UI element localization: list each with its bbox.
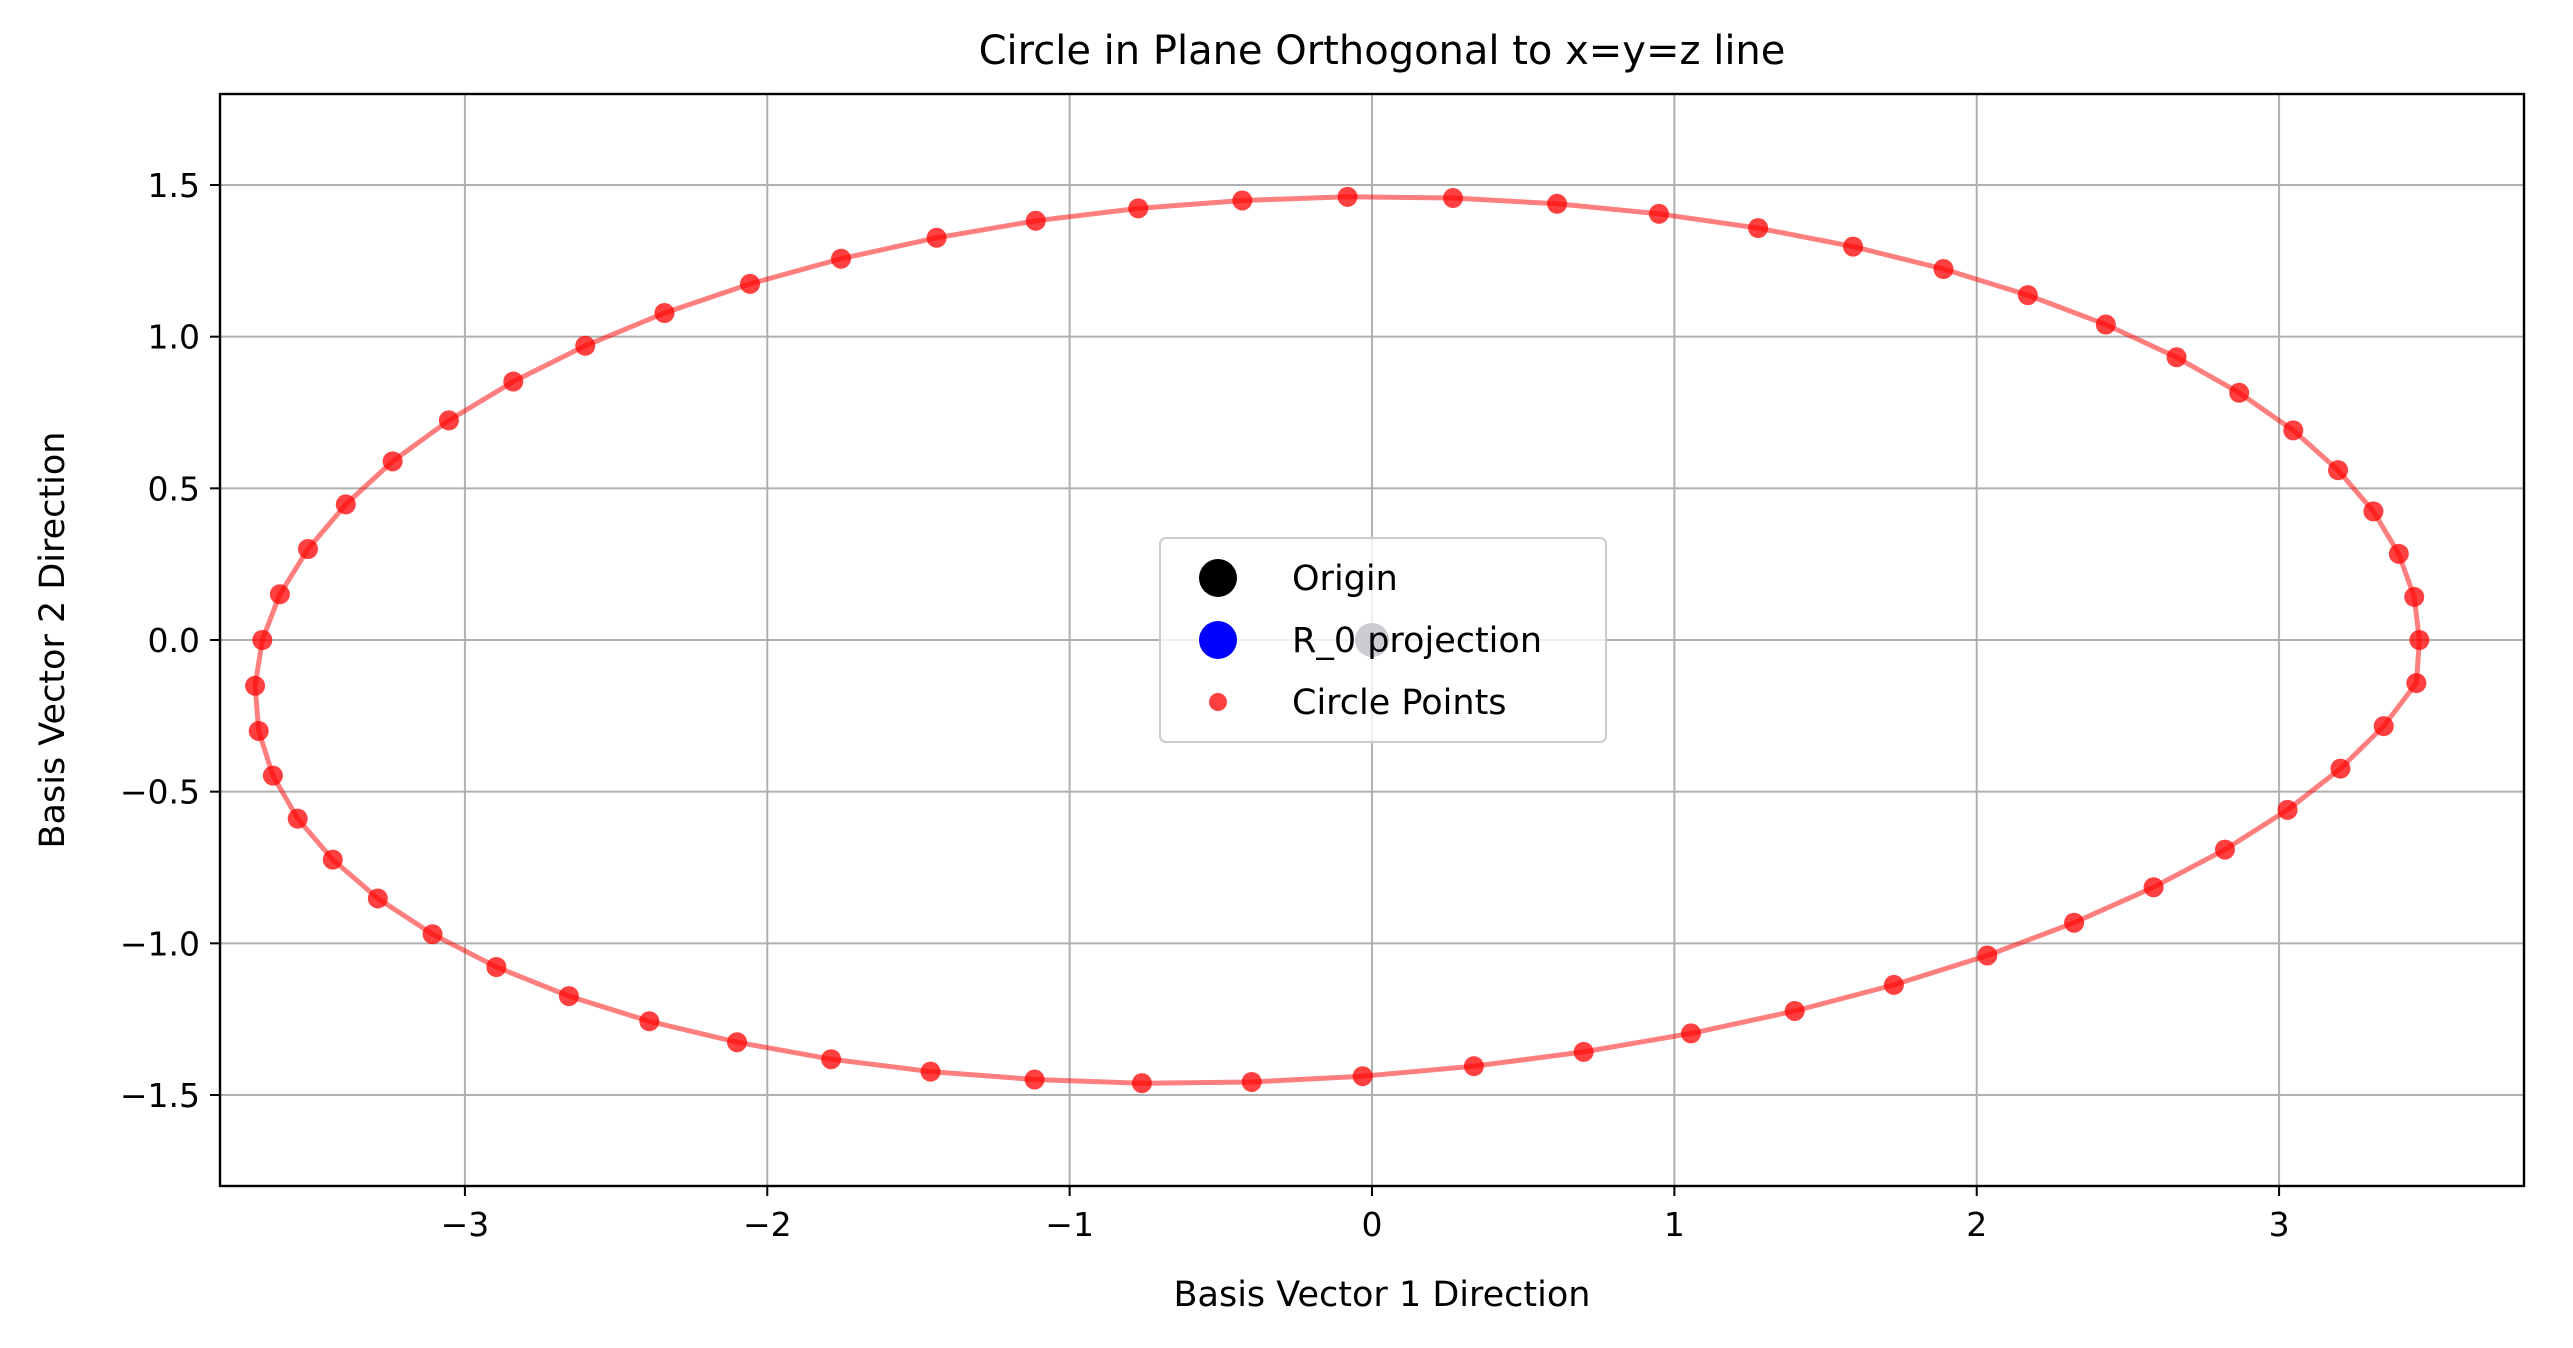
data-point bbox=[335, 494, 356, 515]
x-tick-label: −3 bbox=[441, 1205, 490, 1244]
data-point bbox=[1025, 210, 1046, 231]
data-points-layer bbox=[245, 186, 2430, 1094]
data-point bbox=[2277, 799, 2298, 820]
data-point bbox=[1573, 1041, 1594, 1062]
legend: Origin R_0 projection Circle Points bbox=[1159, 537, 1607, 743]
x-tick-label: 1 bbox=[1664, 1205, 1685, 1244]
data-point bbox=[1680, 1023, 1701, 1044]
data-point bbox=[1748, 218, 1769, 239]
axis-ticks: −3 −2 −1 0 1 2 3 −1.5 −1.0 −0.5 0.0 0.5 1.0 1.5 bbox=[120, 166, 2290, 1244]
data-point bbox=[2406, 673, 2427, 694]
legend-label: Circle Points bbox=[1292, 683, 1507, 723]
x-tick-label: −2 bbox=[743, 1205, 792, 1244]
data-point bbox=[926, 227, 947, 248]
data-point bbox=[558, 986, 579, 1007]
chart-title: Circle in Plane Orthogonal to x=y=z line bbox=[979, 28, 1786, 74]
data-point bbox=[1352, 1066, 1373, 1087]
data-point bbox=[245, 675, 266, 696]
data-point bbox=[248, 721, 269, 741]
y-tick-label: 1.0 bbox=[148, 318, 200, 357]
data-point bbox=[2166, 347, 2187, 368]
data-point bbox=[654, 303, 675, 324]
data-point bbox=[322, 849, 343, 870]
data-point bbox=[2328, 460, 2349, 481]
data-point bbox=[2229, 382, 2250, 403]
data-point bbox=[1933, 259, 1954, 280]
legend-label: Origin bbox=[1292, 559, 1398, 599]
data-point bbox=[2363, 501, 2384, 522]
data-point bbox=[1128, 198, 1149, 219]
data-point bbox=[1977, 945, 1998, 966]
legend-marker bbox=[1209, 693, 1227, 711]
y-tick-label: −0.5 bbox=[120, 773, 200, 812]
data-point bbox=[1337, 186, 1358, 207]
data-point bbox=[831, 248, 852, 269]
data-point bbox=[297, 539, 318, 559]
data-point bbox=[422, 924, 443, 945]
data-point bbox=[382, 451, 403, 472]
data-point bbox=[2064, 912, 2085, 933]
data-point bbox=[287, 808, 308, 829]
data-point bbox=[367, 888, 388, 909]
data-point bbox=[1131, 1073, 1152, 1094]
data-point bbox=[1883, 974, 1904, 995]
data-point bbox=[1547, 193, 1568, 214]
data-point bbox=[262, 765, 283, 786]
data-point bbox=[2143, 877, 2164, 898]
data-point bbox=[2404, 586, 2425, 607]
y-tick-label: −1.0 bbox=[120, 924, 200, 963]
data-point bbox=[740, 273, 761, 294]
data-point bbox=[1024, 1069, 1045, 1090]
data-point bbox=[1443, 188, 1464, 209]
y-tick-label: 0.5 bbox=[148, 469, 200, 508]
data-point bbox=[2214, 839, 2235, 860]
data-point bbox=[2095, 314, 2116, 335]
data-point bbox=[920, 1061, 941, 1082]
y-tick-label: 1.5 bbox=[148, 166, 200, 205]
data-point bbox=[727, 1032, 748, 1053]
x-tick-label: 0 bbox=[1362, 1205, 1383, 1244]
data-point bbox=[2373, 716, 2394, 737]
x-tick-label: 3 bbox=[2269, 1205, 2290, 1244]
data-point bbox=[503, 371, 524, 392]
legend-marker bbox=[1199, 559, 1237, 597]
legend-marker bbox=[1199, 621, 1237, 659]
data-point bbox=[1463, 1056, 1484, 1077]
data-point bbox=[252, 630, 273, 650]
data-point bbox=[2409, 630, 2430, 650]
data-point bbox=[821, 1049, 842, 1070]
data-point bbox=[2283, 420, 2304, 441]
data-point bbox=[1648, 203, 1669, 224]
x-tick-label: −1 bbox=[1045, 1205, 1094, 1244]
data-point bbox=[2330, 758, 2351, 779]
legend-box bbox=[1159, 537, 1607, 743]
data-point bbox=[1232, 190, 1253, 211]
legend-label: R_0 projection bbox=[1292, 621, 1542, 661]
data-point bbox=[1241, 1071, 1262, 1092]
data-point bbox=[2017, 285, 2038, 306]
y-axis-label: Basis Vector 2 Direction bbox=[33, 432, 73, 849]
y-tick-label: 0.0 bbox=[148, 621, 200, 660]
data-point bbox=[639, 1011, 660, 1032]
x-tick-label: 2 bbox=[1966, 1205, 1987, 1244]
y-tick-label: −1.5 bbox=[120, 1076, 200, 1115]
data-point bbox=[1784, 1000, 1805, 1021]
data-point bbox=[486, 956, 507, 977]
data-point bbox=[1843, 236, 1864, 257]
data-point bbox=[575, 335, 596, 356]
x-axis-label: Basis Vector 1 Direction bbox=[1174, 1275, 1591, 1315]
data-point bbox=[2388, 543, 2409, 564]
data-point bbox=[438, 410, 459, 431]
data-point bbox=[269, 584, 290, 605]
